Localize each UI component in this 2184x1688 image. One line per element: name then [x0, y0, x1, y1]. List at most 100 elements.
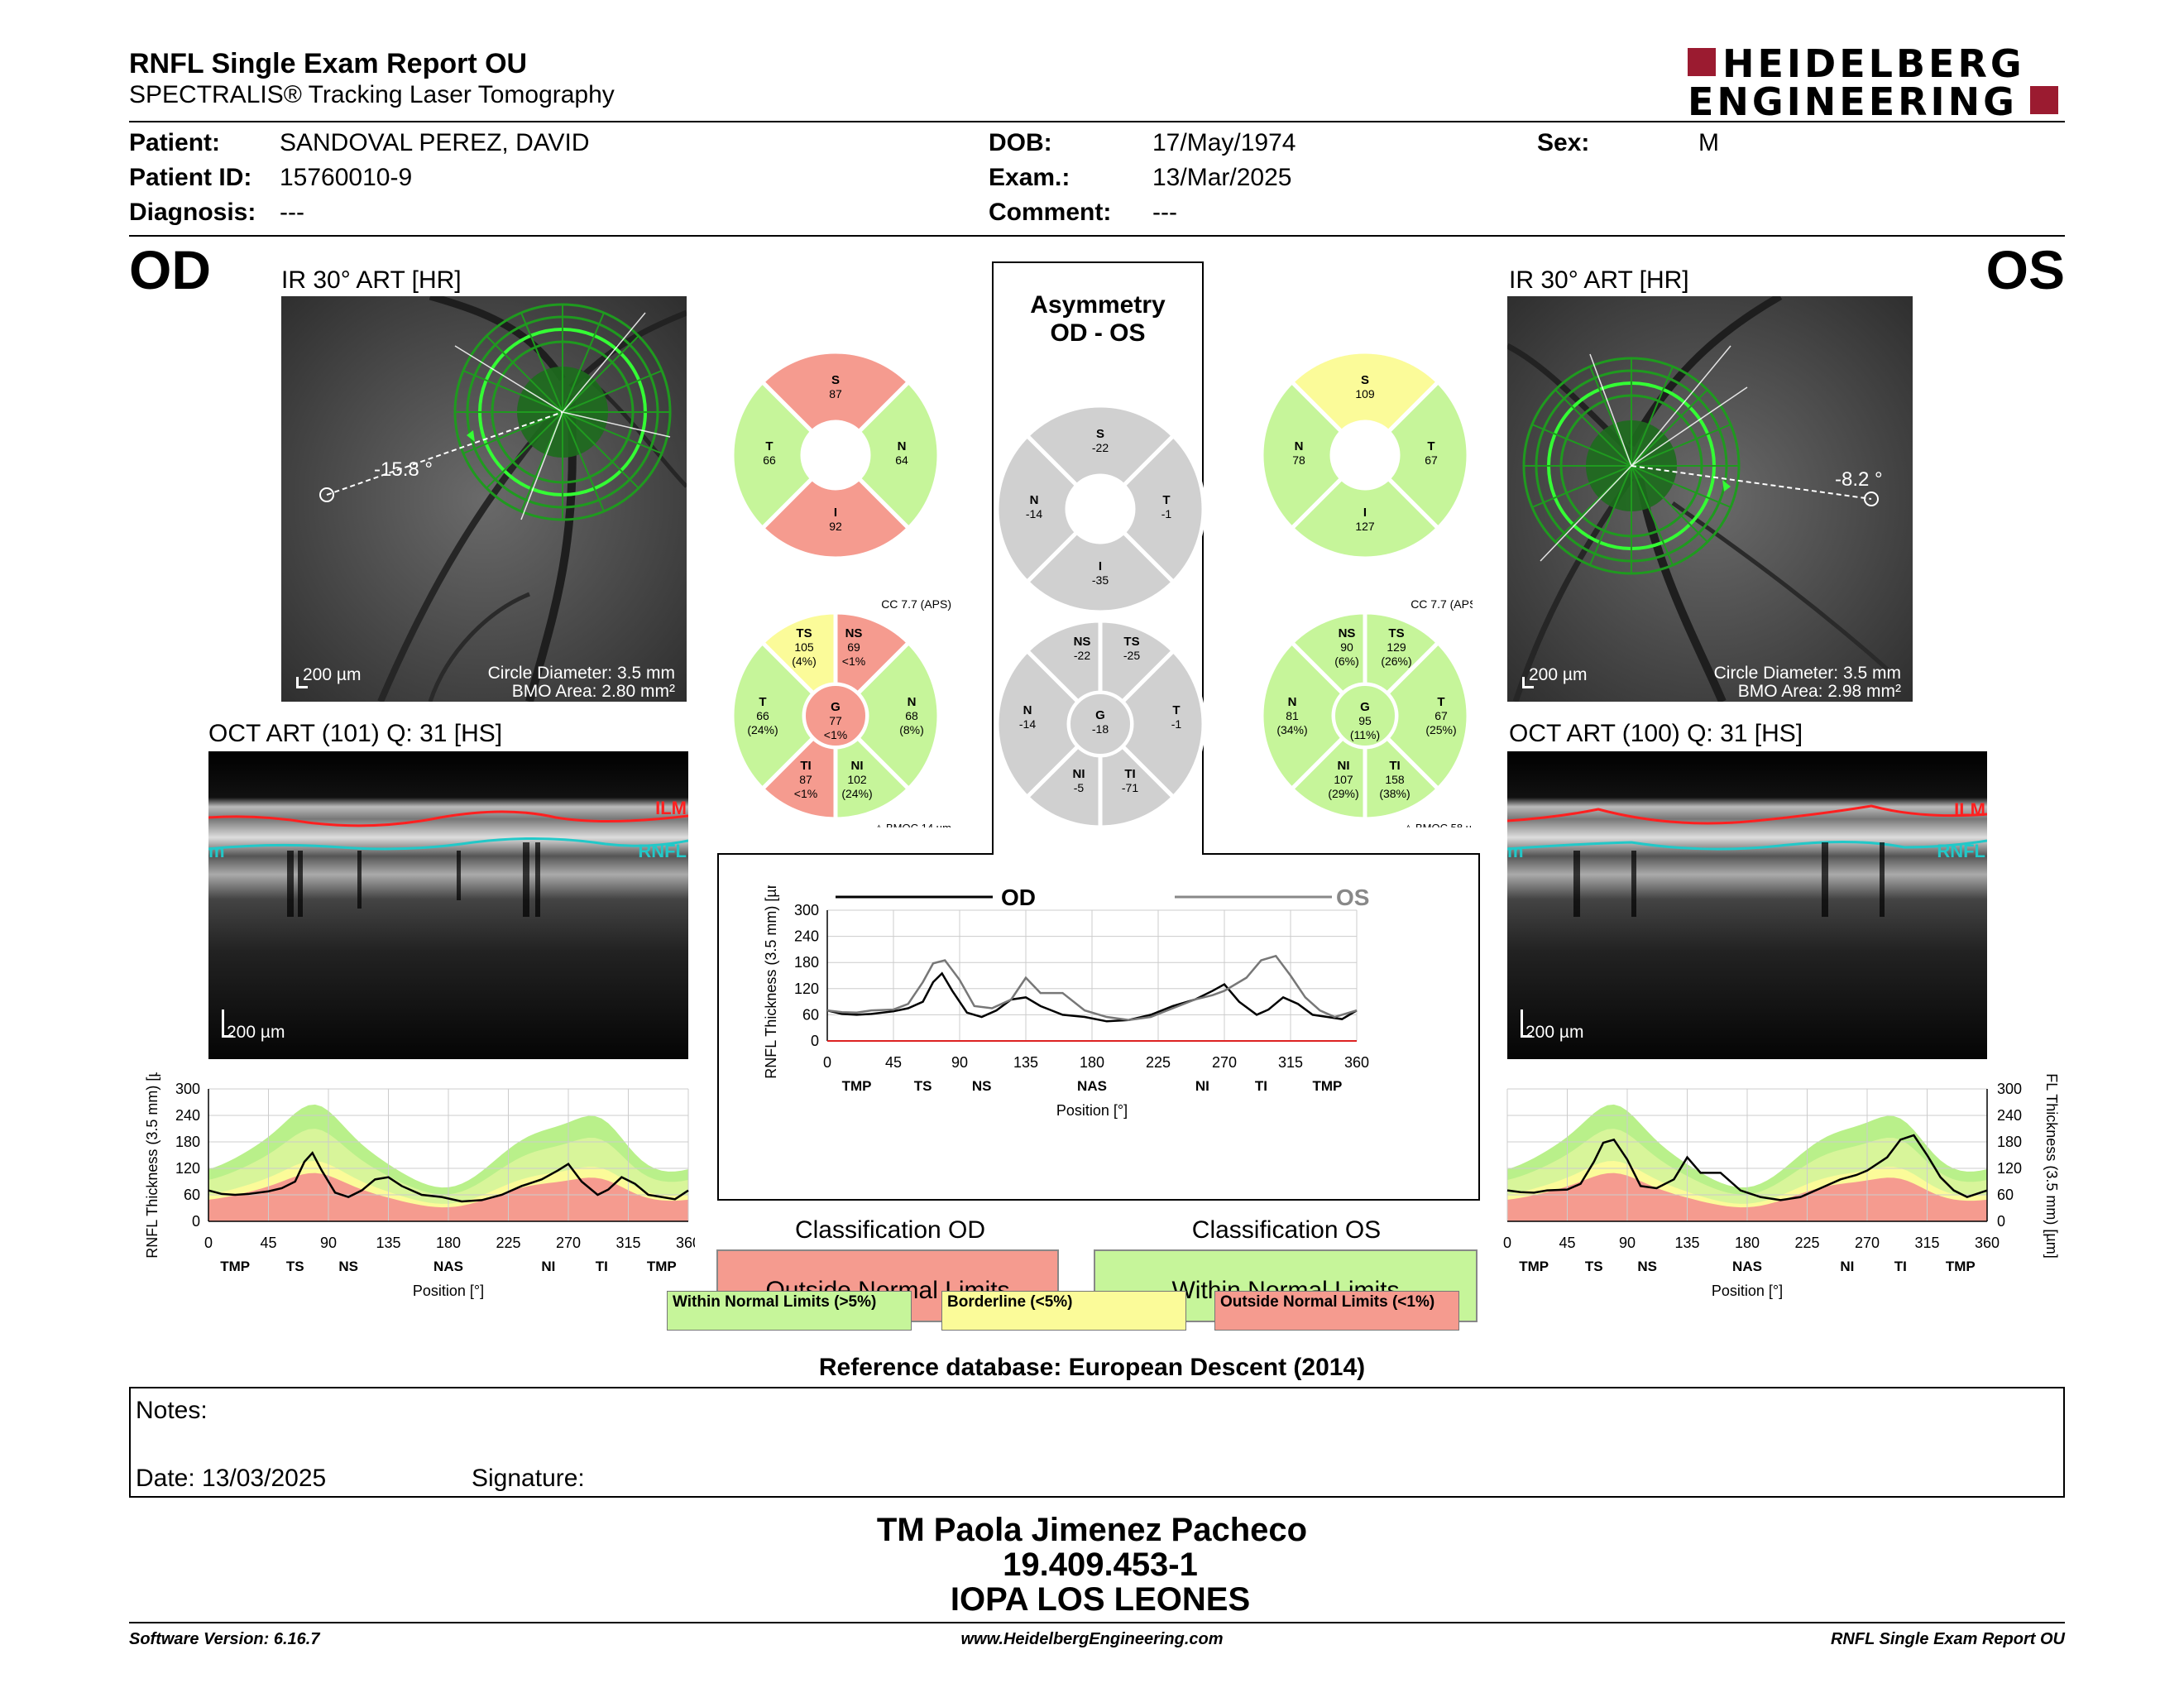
sector-TS: 129 — [1387, 640, 1406, 654]
od-rnfl-label: RNFL — [638, 841, 687, 861]
series-line-OD — [208, 1151, 689, 1203]
sector-G: 77 — [829, 714, 842, 727]
sector-NS: <1% — [842, 655, 865, 668]
sector-NI: (29%) — [1328, 787, 1358, 800]
od-oct-title: OCT ART (101) Q: 31 [HS] — [208, 720, 503, 747]
sex-label: Sex: — [1537, 129, 1590, 156]
x-tick: 225 — [496, 1235, 520, 1251]
sector-S: 87 — [829, 387, 842, 400]
sector-N: (8%) — [899, 723, 924, 736]
software-version: Software Version: 6.16.7 — [129, 1630, 320, 1648]
sector-N: 64 — [895, 453, 908, 467]
os-scale-label: 200 µm — [1529, 665, 1588, 684]
y-tick: 60 — [802, 1006, 819, 1023]
sector-T: -1 — [1171, 717, 1182, 731]
y-tick: 300 — [175, 1081, 200, 1097]
sector-G: -18 — [1092, 722, 1109, 736]
sector-S: 109 — [1355, 387, 1375, 400]
os-profile-chart: 0 60 120 180 240 300 0 45 90 135 180 225 270 315 360 TM… — [1503, 1072, 2060, 1299]
y-axis-label: RNFL Thickness (3.5 mm) [µm] — [2043, 1072, 2060, 1259]
comment-label: Comment: — [989, 199, 1112, 226]
sector-label: NAS — [1077, 1078, 1107, 1094]
y-tick: 300 — [1997, 1081, 2022, 1097]
sector-label: TMP — [220, 1259, 250, 1274]
y-tick: 60 — [1997, 1187, 2014, 1203]
sector-N: -14 — [1019, 717, 1036, 731]
sector-G: G — [1095, 708, 1105, 722]
legend-wnl: Within Normal Limits (>5%) — [667, 1291, 912, 1331]
sector-label: TMP — [1519, 1259, 1549, 1274]
x-tick: 360 — [1975, 1235, 2000, 1251]
sector-T: T — [759, 695, 766, 709]
sector-G: G — [831, 700, 841, 714]
sector-I: I — [834, 506, 837, 520]
sector-N: N — [1295, 439, 1304, 453]
legend-onl: Outside Normal Limits (<1%) — [1214, 1291, 1459, 1331]
sector-discs: S87T66I92N64S109N78I127T67S-22N-14I-35T-… — [730, 349, 1473, 827]
sector-S: S — [1096, 427, 1104, 441]
signer-name: TM Paola Jimenez Pacheco — [876, 1512, 1308, 1548]
y-tick: 120 — [794, 981, 819, 997]
sector-TS: (4%) — [792, 655, 817, 668]
sector-S: S — [1361, 373, 1369, 387]
x-tick: 90 — [1619, 1235, 1636, 1251]
series-line-OS — [1506, 1134, 1988, 1201]
x-tick: 225 — [1146, 1054, 1171, 1071]
patient-label: Patient: — [129, 129, 221, 156]
footer-report-name: RNFL Single Exam Report OU — [1830, 1630, 2065, 1648]
x-tick: 135 — [1674, 1235, 1699, 1251]
sector-N: 78 — [1292, 453, 1305, 467]
od-ilm-label: ILM — [655, 798, 687, 818]
sector-NI: 102 — [847, 773, 867, 786]
notes-date: Date: 13/03/2025 — [136, 1465, 327, 1492]
sector-TI: 158 — [1385, 773, 1405, 786]
sector-label: NI — [541, 1259, 555, 1274]
sector-label: TMP — [647, 1259, 677, 1274]
sector-G: G — [1360, 700, 1370, 714]
reference-database: Reference database: European Descent (20… — [818, 1354, 1366, 1381]
report-title: RNFL Single Exam Report OU — [129, 48, 528, 79]
sector-label: TS — [286, 1259, 304, 1274]
os-angle-label: -8.2 ° — [1835, 468, 1883, 491]
x-tick: 45 — [1559, 1235, 1575, 1251]
sector-T: (24%) — [747, 723, 778, 736]
comment-value: --- — [1152, 199, 1177, 226]
sector-N: 81 — [1286, 709, 1299, 722]
x-tick: 90 — [951, 1054, 968, 1071]
cc-label: CC 7.7 (APS) — [1410, 597, 1473, 611]
sector-T: -1 — [1161, 507, 1172, 520]
sector-TS: TS — [1388, 626, 1404, 640]
sector-NI: 107 — [1334, 773, 1353, 786]
x-tick: 90 — [320, 1235, 337, 1251]
sector-I: I — [1363, 506, 1367, 520]
x-tick: 45 — [885, 1054, 902, 1071]
classification-os-title: Classification OS — [1191, 1216, 1382, 1244]
x-tick: 270 — [556, 1235, 581, 1251]
sector-label: NI — [1840, 1259, 1854, 1274]
sector-NI: NI — [851, 759, 864, 773]
sector-T: T — [765, 439, 773, 453]
sector-T: T — [1162, 493, 1170, 507]
y-tick: 120 — [1997, 1160, 2022, 1177]
sector-TS: (26%) — [1381, 655, 1411, 668]
sector-NS: NS — [845, 626, 863, 640]
sex-value: M — [1698, 129, 1719, 156]
asymmetry-title: Asymmetry OD - OS — [1030, 291, 1166, 347]
x-tick: 0 — [204, 1235, 213, 1251]
patient-id: 15760010-9 — [280, 164, 413, 191]
diagnosis-value: --- — [280, 199, 304, 226]
y-tick: 0 — [1997, 1213, 2005, 1230]
sector-N: N — [898, 439, 907, 453]
os-ilm-label: ILM — [1954, 799, 1985, 820]
sector-TI: TI — [1389, 759, 1400, 773]
sector-N: N — [908, 695, 917, 709]
os-m-label: m — [1507, 841, 1524, 861]
x-tick: 315 — [615, 1235, 640, 1251]
sector-I: 127 — [1355, 520, 1375, 533]
sector-label: NS — [1637, 1259, 1657, 1274]
y-tick: 0 — [811, 1033, 819, 1049]
os-ir-title: IR 30° ART [HR] — [1509, 266, 1689, 294]
sector-TS: TS — [1123, 635, 1139, 649]
sector-N: -14 — [1026, 507, 1042, 520]
